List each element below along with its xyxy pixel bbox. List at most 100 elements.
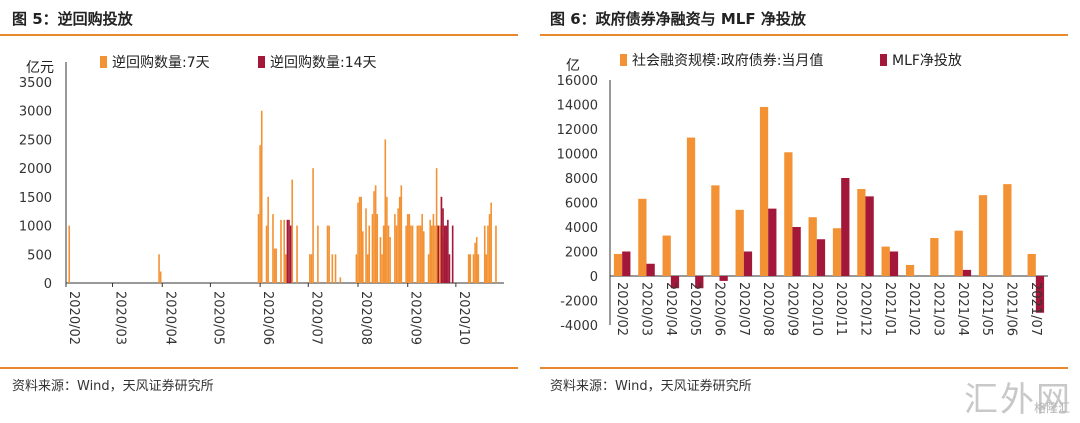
left-bar-7day [410,225,412,283]
left-bar-7day [434,225,436,283]
right-x-tick-label: 2021/04 [955,282,970,336]
left-legend-label: 逆回购数量:7天 [112,55,210,71]
left-bar-7day [387,225,390,283]
left-bar-7day [355,254,358,283]
left-bar-7day [405,225,407,283]
left-bar-7day [408,214,411,283]
left-y-unit-label: 亿元 [26,60,54,76]
left-bar-14day [451,225,454,283]
right-bar-mlf [768,208,777,276]
left-x-tick-label: 2020/07 [308,291,323,345]
left-bar-7day [400,185,403,283]
left-x-tick-label: 2020/02 [66,291,81,345]
right-y-tick-label: 12000 [557,123,598,138]
left-bar-7day [296,225,298,283]
right-bar-mlf [719,276,728,281]
watermark-sub-logo: 格隆汇 [1033,401,1070,415]
left-bar-7day [432,214,435,283]
left-bar-7day [158,254,160,283]
left-bar-7day [259,145,261,283]
left-bar-7day [310,254,313,283]
left-source-rule [0,367,518,369]
left-bar-7day [374,185,377,283]
left-legend-swatch [258,56,265,68]
right-legend-label: MLF净投放 [892,53,962,69]
right-bar-mlf [1035,276,1045,313]
right-bar-gov-bonds [808,217,817,276]
left-y-tick-label: 3500 [19,76,52,91]
right-bar-gov-bonds [613,253,623,276]
left-bar-7day [312,168,314,283]
right-legend-swatch [620,54,627,66]
left-bar-7day [257,214,260,283]
left-bar-14day [447,219,449,283]
right-x-tick-label: 2021/05 [979,282,994,336]
right-legend-swatch [880,54,887,66]
right-chart-svg: 亿 -4000 -2000 0 2000 4000 6000 8000 10000 12000 14… [557,53,1048,336]
left-y-tick-label: 3000 [19,105,52,120]
left-bar-7day [474,242,476,283]
left-bar-7day [362,231,364,283]
left-bar-7day [472,254,475,283]
left-bar-7day [406,214,409,283]
left-figure-title: 图 5：逆回购投放 [12,10,133,28]
left-bar-7day [291,179,294,283]
left-bar-7day [487,225,489,283]
right-bar-mlf [816,239,826,276]
left-bar-7day [368,225,371,283]
left-bar-7day [418,225,420,283]
right-x-tick-label: 2020/09 [785,282,800,336]
right-bar-mlf [743,251,753,276]
right-bar-mlf [646,263,655,276]
left-y-tick-label: 1500 [19,191,52,206]
right-bar-gov-bonds [881,246,890,276]
left-bar-14day [448,254,451,283]
left-bar-7day [379,237,382,283]
right-bar-gov-bonds [1027,253,1036,276]
left-bar-7day [397,208,399,283]
right-bar-gov-bonds [832,228,842,276]
right-legend-label: 社会融资规模:政府债券:当月值 [632,53,823,69]
left-bar-7day [376,214,379,283]
right-source-rule [540,367,1068,369]
left-bar-7day [159,271,162,283]
left-bar-7day [467,254,470,283]
right-x-tick-label: 2020/04 [663,282,678,336]
left-bar-7day [339,277,342,283]
left-bar-7day [490,202,492,283]
left-legend-swatch [100,56,107,68]
right-bar-gov-bonds [905,264,915,276]
right-bar-gov-bonds [784,152,793,276]
left-bar-7day [283,219,285,283]
left-bar-14day [289,225,292,283]
left-bar-7day [371,214,374,283]
watermark-logo: 汇外网 [964,380,1072,420]
left-bar-14day [443,225,446,283]
right-x-tick-label: 2020/02 [614,282,629,336]
right-x-tick-label: 2021/02 [906,282,921,336]
right-y-tick-label: 14000 [557,99,598,114]
right-bar-mlf [889,251,899,276]
left-legend-label: 逆回购数量:14天 [270,55,377,71]
left-bar-7day [358,196,361,283]
left-bar-7day [469,254,472,283]
left-bar-7day [488,214,491,283]
right-y-unit-label: 亿 [566,58,580,74]
right-bar-gov-bonds [638,198,647,276]
left-bar-7day [68,225,71,283]
left-bar-7day [326,225,329,283]
left-bar-7day [285,254,287,283]
left-bar-7day [386,196,388,283]
left-bar-14day [286,219,289,283]
left-bar-14day [440,196,443,283]
left-bar-7day [366,254,369,283]
left-bar-7day [265,225,268,283]
left-bar-7day [429,219,431,283]
right-x-tick-label: 2021/06 [1004,282,1019,336]
left-bar-7day [267,196,269,283]
left-bar-7day [280,219,282,283]
right-x-tick-label: 2021/07 [1028,282,1043,336]
right-x-tick-label: 2021/03 [931,282,946,336]
left-bar-7day [365,208,367,283]
right-y-tick-label: 6000 [565,197,598,212]
